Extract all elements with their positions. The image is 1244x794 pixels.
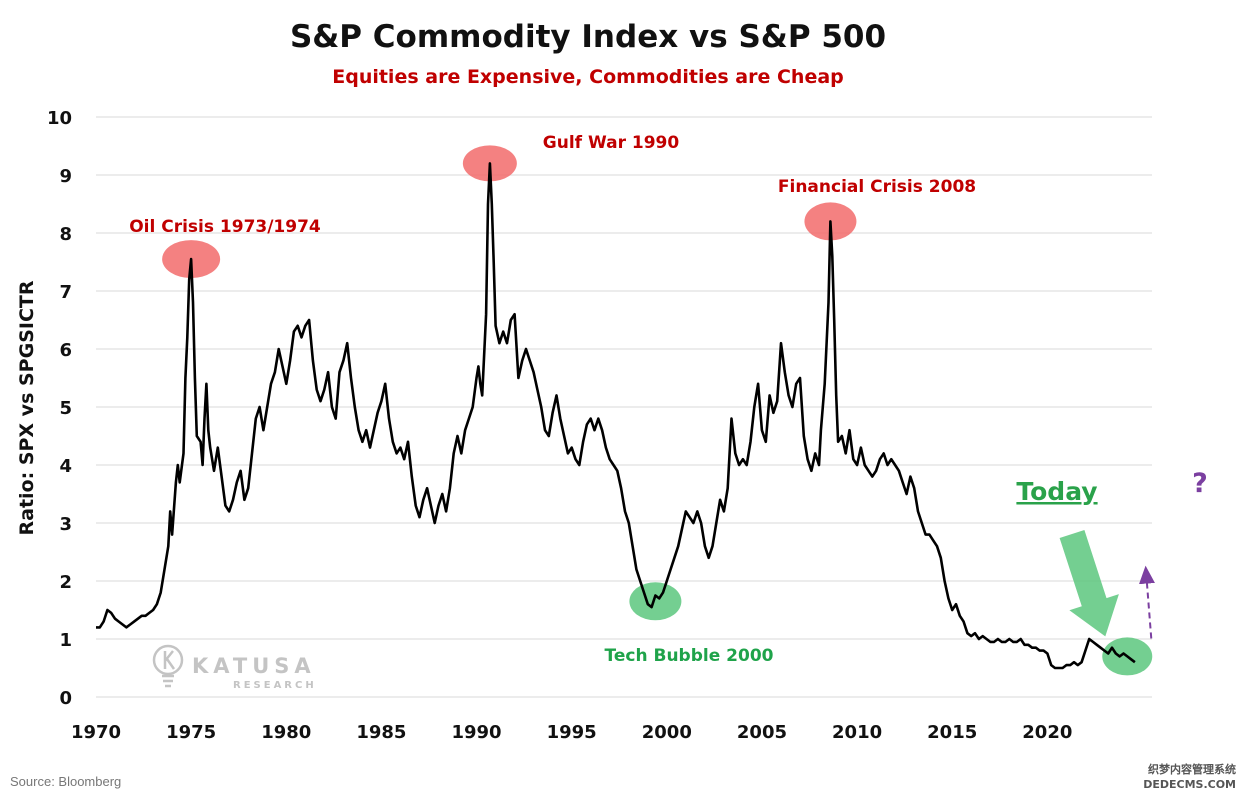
series-group bbox=[96, 162, 1136, 670]
katusa-logo: KATUSA RESEARCH bbox=[152, 644, 317, 691]
watermark-line-2: DEDECMS.COM bbox=[1143, 778, 1236, 791]
x-tick-label-1975: 1975 bbox=[166, 722, 216, 743]
forecast-arrow bbox=[1138, 565, 1155, 639]
x-tick-label-1970: 1970 bbox=[71, 722, 121, 743]
chart-subtitle: Equities are Expensive, Commodities are … bbox=[332, 66, 844, 88]
x-tick-label-1995: 1995 bbox=[547, 722, 597, 743]
x-tick-label-1980: 1980 bbox=[261, 722, 311, 743]
y-tick-label-1: 1 bbox=[59, 630, 72, 651]
annotation-gulf-war: Gulf War 1990 bbox=[543, 133, 680, 153]
x-ticks: 1970 1975 1980 1985 1990 1995 2000 2005 2010 2015… bbox=[71, 722, 1072, 743]
y-ticks: 0 1 2 3 4 5 6 7 8 9 10 bbox=[47, 108, 72, 709]
overlay-group bbox=[1059, 530, 1155, 639]
x-tick-label-1985: 1985 bbox=[356, 722, 406, 743]
y-tick-label-4: 4 bbox=[59, 456, 72, 477]
annotation-oil-crisis: Oil Crisis 1973/1974 bbox=[129, 217, 321, 237]
lightbulb-k-icon bbox=[152, 644, 184, 688]
y-axis-label: Ratio: SPX vs SPGSICTR bbox=[16, 280, 38, 535]
grid bbox=[96, 116, 1152, 698]
x-tick-label-2005: 2005 bbox=[737, 722, 787, 743]
y-tick-label-0: 0 bbox=[59, 688, 72, 709]
y-tick-label-8: 8 bbox=[59, 224, 72, 245]
y-tick-label-7: 7 bbox=[59, 282, 72, 303]
series-line-0 bbox=[96, 162, 1136, 670]
x-tick-label-2020: 2020 bbox=[1022, 722, 1072, 743]
tech-bubble-trough-marker bbox=[629, 582, 682, 621]
chart-title: S&P Commodity Index vs S&P 500 bbox=[290, 19, 886, 55]
y-tick-label-3: 3 bbox=[59, 514, 72, 535]
y-tick-label-9: 9 bbox=[59, 166, 72, 187]
y-tick-label-6: 6 bbox=[59, 340, 72, 361]
x-tick-label-1990: 1990 bbox=[451, 722, 501, 743]
y-tick-label-5: 5 bbox=[59, 398, 72, 419]
annotation-question-mark: ? bbox=[1192, 468, 1208, 499]
annotation-tech-bubble: Tech Bubble 2000 bbox=[605, 646, 774, 666]
logo-subtitle: RESEARCH bbox=[233, 680, 317, 691]
today-arrow bbox=[1059, 530, 1119, 637]
y-tick-label-2: 2 bbox=[59, 572, 72, 593]
watermark-line-1: 织梦内容管理系统 bbox=[1148, 762, 1236, 776]
logo-name: KATUSA bbox=[192, 654, 316, 678]
x-tick-label-2000: 2000 bbox=[642, 722, 692, 743]
annotation-financial-crisis: Financial Crisis 2008 bbox=[778, 177, 976, 197]
y-tick-label-10: 10 bbox=[47, 108, 72, 129]
x-tick-label-2010: 2010 bbox=[832, 722, 882, 743]
annotation-today: Today bbox=[1016, 477, 1097, 506]
source-note: Source: Bloomberg bbox=[10, 774, 121, 789]
x-tick-label-2015: 2015 bbox=[927, 722, 977, 743]
